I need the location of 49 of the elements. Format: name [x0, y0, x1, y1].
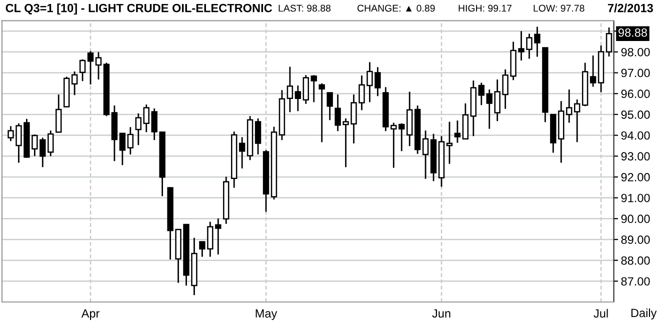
y-tick-label: 93.00	[621, 152, 650, 161]
text: LAST: 98.88	[278, 4, 331, 12]
candlestick	[446, 121, 453, 165]
y-tick-label: 96.00	[621, 90, 650, 98]
candlestick	[462, 102, 469, 140]
candlestick	[254, 118, 262, 156]
y-tick-label: 95.00	[621, 110, 650, 119]
candlestick	[326, 92, 333, 121]
annotation: 98.88	[618, 28, 647, 37]
candlestick	[56, 94, 62, 133]
candlestick	[606, 26, 612, 58]
candlestick	[286, 66, 294, 113]
y-tick-label: 91.00	[621, 194, 650, 202]
candlestick	[127, 126, 134, 156]
candlestick	[422, 130, 429, 180]
y-tick-label: 89.00	[621, 236, 650, 244]
candlestick	[590, 54, 596, 88]
candlestick	[87, 50, 94, 86]
candlestick	[119, 132, 126, 166]
chart-title: CL Q3=1 [10] - LIGHT CRUDE OIL-ELECTRONIC	[6, 4, 272, 15]
text: 7/2/2013	[608, 4, 653, 12]
x-tick-label: Jun	[432, 309, 450, 318]
candlestick	[318, 82, 325, 143]
candlestick	[135, 112, 142, 146]
candlestick	[454, 120, 461, 144]
y-tick-label: 90.00	[621, 214, 650, 224]
candlestick	[294, 84, 302, 112]
candlestick	[79, 58, 86, 82]
x-tick-label: May	[256, 309, 278, 320]
candlestick	[398, 122, 405, 152]
y-tick-label: 97.00	[621, 68, 650, 78]
candlestick	[478, 82, 484, 106]
y-tick-label: 87.00	[621, 277, 650, 286]
candlestick	[310, 74, 317, 103]
text: Daily	[631, 308, 657, 320]
y-tick-label: 92.00	[621, 173, 650, 182]
candlestick	[71, 70, 78, 96]
candlestick	[95, 51, 102, 80]
x-tick-label: Apr	[81, 309, 100, 320]
y-tick-label: 88.00	[621, 256, 650, 265]
y-tick-label: 98.00	[621, 48, 650, 56]
text: LOW: 97.78	[534, 4, 584, 12]
candlestick	[574, 98, 580, 143]
y-tick-label: 94.00	[621, 131, 650, 140]
candlestick	[302, 74, 309, 105]
x-tick-label: Jul	[594, 308, 608, 318]
candlestick	[238, 136, 246, 170]
text: HIGH: 99.17	[458, 4, 512, 12]
text: CHANGE: ▲ 0.89	[357, 4, 435, 12]
